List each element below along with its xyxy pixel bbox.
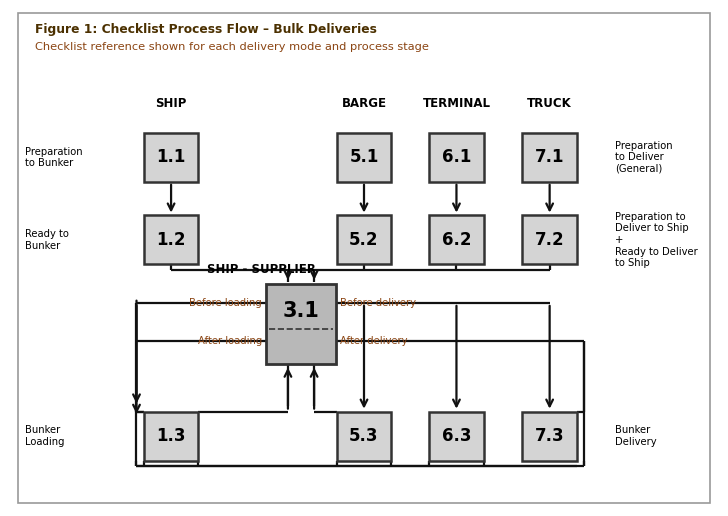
Text: Ready to
Bunker: Ready to Bunker — [25, 229, 69, 251]
Text: 1.1: 1.1 — [157, 149, 186, 166]
Text: Checklist reference shown for each delivery mode and process stage: Checklist reference shown for each deliv… — [35, 42, 429, 52]
Text: Preparation
to Deliver
(General): Preparation to Deliver (General) — [615, 141, 673, 174]
Text: After loading: After loading — [198, 336, 262, 346]
Text: Figure 1: Checklist Process Flow – Bulk Deliveries: Figure 1: Checklist Process Flow – Bulk … — [35, 23, 377, 36]
Bar — [143, 133, 198, 182]
Bar — [336, 216, 392, 264]
Bar — [523, 133, 577, 182]
Bar — [523, 412, 577, 460]
Text: Preparation to
Deliver to Ship
+
Ready to Deliver
to Ship: Preparation to Deliver to Ship + Ready t… — [615, 212, 698, 268]
Bar — [266, 284, 336, 364]
Text: BARGE: BARGE — [341, 96, 387, 110]
Bar — [430, 133, 483, 182]
Bar — [430, 216, 483, 264]
Text: 6.1: 6.1 — [442, 149, 471, 166]
Text: 7.2: 7.2 — [535, 231, 564, 249]
Text: 5.1: 5.1 — [349, 149, 379, 166]
Bar — [143, 216, 198, 264]
Bar — [143, 412, 198, 460]
Text: Before delivery: Before delivery — [340, 298, 416, 308]
Bar — [430, 412, 483, 460]
Text: Bunker
Delivery: Bunker Delivery — [615, 425, 657, 447]
Text: TRUCK: TRUCK — [527, 96, 572, 110]
Bar — [336, 412, 392, 460]
Text: 1.3: 1.3 — [157, 427, 186, 445]
Text: 5.3: 5.3 — [349, 427, 379, 445]
Text: 7.3: 7.3 — [535, 427, 564, 445]
Text: 5.2: 5.2 — [349, 231, 379, 249]
Text: Preparation
to Bunker: Preparation to Bunker — [25, 147, 83, 168]
Text: 7.1: 7.1 — [535, 149, 564, 166]
Text: 1.2: 1.2 — [157, 231, 186, 249]
Text: After delivery: After delivery — [340, 336, 408, 346]
Text: 6.3: 6.3 — [442, 427, 471, 445]
Text: 6.2: 6.2 — [442, 231, 471, 249]
Text: SHIP - SUPPLIER: SHIP - SUPPLIER — [207, 263, 317, 276]
Text: Bunker
Loading: Bunker Loading — [25, 425, 65, 447]
Bar — [523, 216, 577, 264]
Text: SHIP: SHIP — [155, 96, 187, 110]
Bar — [336, 133, 392, 182]
Text: Before loading: Before loading — [189, 298, 262, 308]
Text: TERMINAL: TERMINAL — [422, 96, 491, 110]
Text: 3.1: 3.1 — [282, 301, 320, 321]
